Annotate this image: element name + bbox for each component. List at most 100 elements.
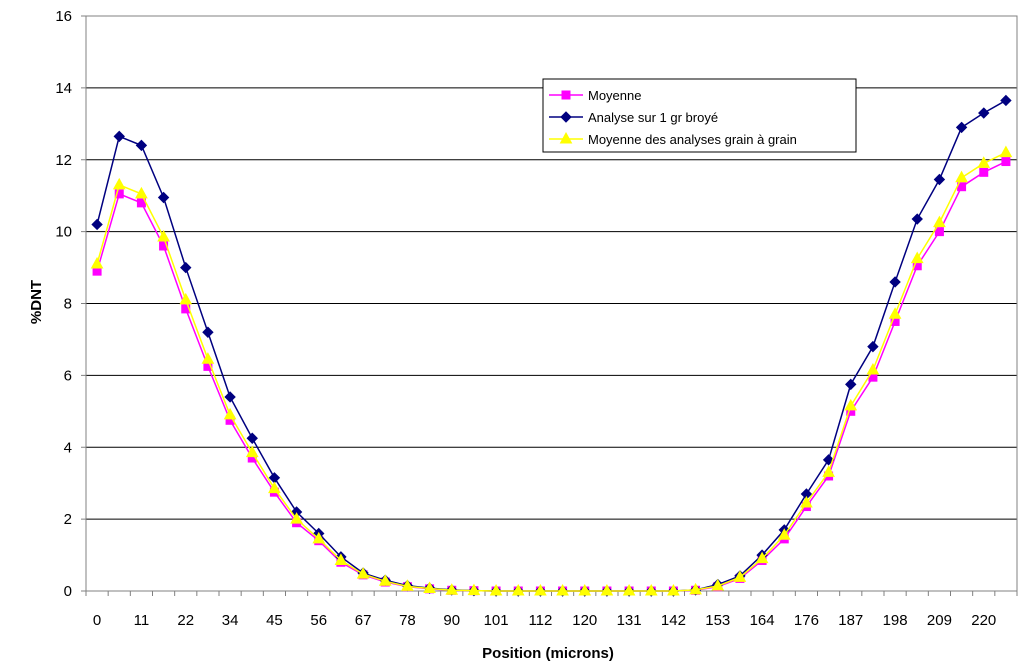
data-point <box>312 531 326 544</box>
data-point <box>755 551 769 564</box>
data-point <box>733 570 747 582</box>
data-point <box>667 583 680 596</box>
data-point <box>911 213 923 225</box>
data-point <box>888 307 902 319</box>
data-point <box>91 218 103 231</box>
x-axis-title: Position (microns) <box>482 645 614 662</box>
data-point <box>245 445 259 458</box>
y-tick-label: 4 <box>64 439 72 456</box>
data-point <box>401 579 414 591</box>
x-tick-label: 176 <box>794 612 819 629</box>
y-axis-title: %DNT <box>28 280 45 324</box>
data-point <box>290 512 303 524</box>
legend-marker <box>560 111 572 123</box>
y-tick-label: 0 <box>64 583 72 600</box>
x-tick-label: 153 <box>705 612 730 629</box>
y-tick-label: 14 <box>55 80 72 97</box>
x-tick-label: 142 <box>661 612 686 629</box>
data-point <box>889 276 901 288</box>
series-2 <box>91 94 1012 597</box>
data-point <box>157 191 170 204</box>
legend-marker <box>561 90 571 100</box>
data-point <box>822 454 835 466</box>
x-tick-label: 67 <box>355 612 372 629</box>
y-tick-label: 12 <box>55 152 72 169</box>
x-tick-label: 131 <box>617 612 642 629</box>
data-point <box>622 583 636 596</box>
data-point <box>800 495 813 508</box>
data-point <box>112 177 126 190</box>
legend-item: Moyenne <box>549 88 641 103</box>
data-point <box>179 292 193 305</box>
legend-item: Moyenne des analyses grain à grain <box>549 131 797 147</box>
data-point <box>955 170 968 183</box>
data-point <box>113 130 125 143</box>
data-point <box>578 583 592 596</box>
data-point <box>955 121 968 134</box>
legend-item: Analyse sur 1 gr broyé <box>549 110 718 125</box>
data-point <box>467 583 481 596</box>
data-point <box>844 398 858 411</box>
x-tick-label: 0 <box>93 612 101 629</box>
y-tick-label: 16 <box>55 8 72 25</box>
series-1 <box>92 157 1011 596</box>
data-point <box>135 186 148 199</box>
data-point <box>135 139 148 152</box>
data-point <box>1001 157 1011 167</box>
series-layer <box>90 94 1013 597</box>
data-point <box>334 553 348 565</box>
x-tick-label: 78 <box>399 612 416 629</box>
data-point <box>979 167 989 177</box>
x-tick-label: 220 <box>971 612 996 629</box>
data-point <box>202 326 214 338</box>
data-point <box>246 432 258 444</box>
x-tick-label: 198 <box>883 612 908 629</box>
x-tick-label: 34 <box>222 612 239 629</box>
data-point <box>999 145 1013 158</box>
legend: Moyenne Analyse sur 1 gr broyé Moyenne des… <box>542 78 857 153</box>
data-point <box>268 472 281 484</box>
gridlines <box>86 87 1017 520</box>
data-point <box>159 241 169 251</box>
x-tick-label: 22 <box>177 612 194 629</box>
data-point <box>1000 94 1012 107</box>
legend-marker <box>559 131 573 144</box>
y-tick-label: 6 <box>64 367 72 384</box>
x-tick-label: 45 <box>266 612 283 629</box>
x-tick-label: 187 <box>838 612 863 629</box>
data-point <box>423 581 436 593</box>
data-point <box>90 256 104 269</box>
x-tick-label: 164 <box>750 612 775 629</box>
y-tick-label: 2 <box>64 511 72 528</box>
data-point <box>114 189 124 199</box>
legend-label: Moyenne <box>588 88 641 103</box>
data-point <box>822 465 835 477</box>
data-point <box>201 352 215 364</box>
data-point <box>866 362 880 375</box>
series-3 <box>90 145 1013 596</box>
data-point <box>600 583 614 596</box>
series-line <box>96 151 1007 592</box>
y-tick-label: 8 <box>64 296 72 313</box>
data-point <box>777 528 791 540</box>
data-point <box>933 215 946 228</box>
legend-box <box>542 78 857 153</box>
x-tick-label: 11 <box>134 612 150 629</box>
data-point <box>378 574 392 586</box>
data-point <box>978 107 990 119</box>
data-point <box>223 407 237 420</box>
data-point <box>867 340 879 353</box>
x-tick-label: 101 <box>484 612 509 629</box>
legend-label: Moyenne des analyses grain à grain <box>588 132 797 147</box>
y-axis-ticks: 0 2 4 6 8 10 12 14 16 <box>55 8 86 600</box>
data-point <box>511 583 525 596</box>
data-point <box>977 156 991 168</box>
x-tick-label: 120 <box>572 612 597 629</box>
data-point <box>910 251 924 264</box>
data-point <box>689 582 702 595</box>
data-point <box>157 229 170 242</box>
data-point <box>489 583 503 596</box>
x-tick-label: 112 <box>528 612 552 629</box>
data-point <box>534 583 547 596</box>
